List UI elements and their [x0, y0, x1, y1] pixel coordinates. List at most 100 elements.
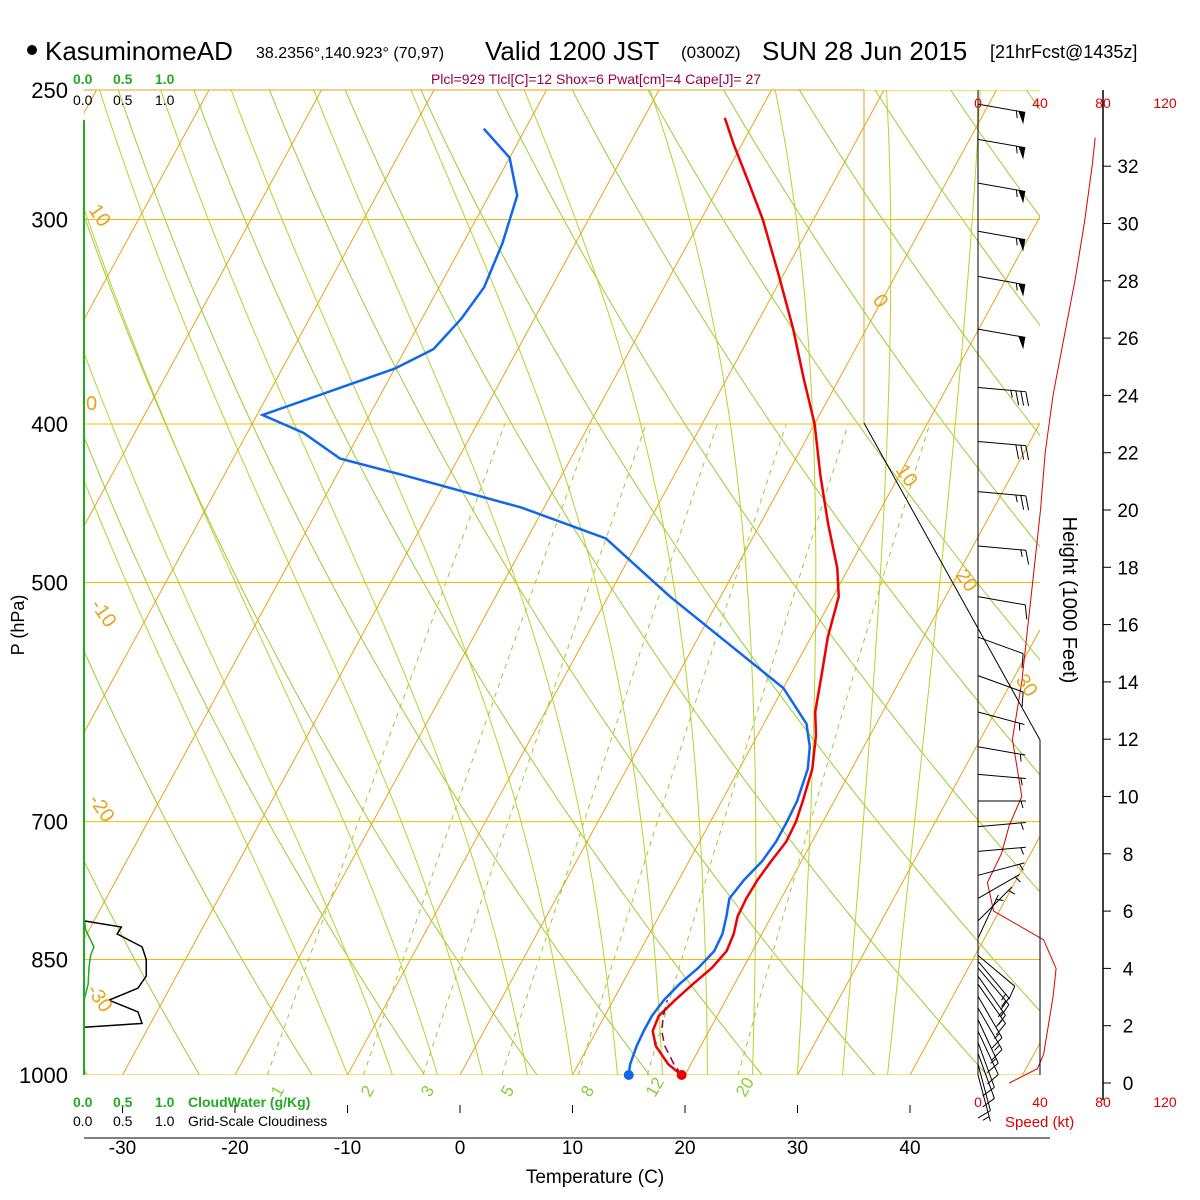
height-tick-label: 2	[1123, 1017, 1134, 1038]
moist-adiabat	[842, 90, 892, 1075]
cloudiness-label: Grid-Scale Cloudiness	[188, 1113, 327, 1129]
wind-barb	[977, 491, 1030, 511]
wind-barb-full	[1025, 550, 1030, 565]
wind-barb-half	[1020, 822, 1024, 830]
height-tick-label: 30	[1117, 215, 1138, 236]
wind-barb-full	[1021, 691, 1024, 707]
wind-barb-staff	[977, 138, 1026, 149]
speed-scale-bottom-2: 80	[1095, 1094, 1111, 1110]
wind-barb-full	[986, 1062, 999, 1074]
wind-barb-staff	[977, 1019, 999, 1064]
wind-barb-staff	[977, 1074, 991, 1122]
height-tick-label: 10	[1117, 788, 1138, 809]
wind-barb-half	[1015, 494, 1018, 503]
wind-barb-half	[996, 898, 1004, 901]
wind-barb-flag	[1018, 190, 1026, 204]
wind-barb-full	[1000, 1004, 1010, 1017]
wind-barb	[977, 746, 1026, 762]
wind-barb-full	[982, 1086, 995, 1097]
wind-barb-half	[1019, 754, 1022, 762]
wind-barb-full	[1025, 445, 1030, 461]
dry-adiabat	[647, 90, 1040, 661]
wind-barb-full	[1015, 390, 1020, 406]
surface-temperature-point	[676, 1070, 687, 1080]
wind-barb	[977, 846, 1026, 855]
height-tick-label: 14	[1117, 673, 1139, 694]
wind-barb	[977, 328, 1026, 350]
wind-barb-flag	[1018, 146, 1026, 160]
isotherm-label: 10	[891, 460, 922, 491]
wind-barb-staff	[977, 983, 1006, 1024]
isotherm	[84, 90, 322, 528]
dry-adiabat	[1178, 90, 1200, 1075]
temperature-tick-label: -30	[109, 1138, 136, 1159]
wind-barb	[977, 711, 1025, 731]
wind-barb-staff	[977, 995, 1003, 1038]
wind-barb-half	[1001, 1000, 1007, 1008]
mixing-ratio-label: 5	[497, 1082, 518, 1100]
wind-barb-half	[1020, 778, 1023, 786]
wind-barb-staff	[977, 328, 1026, 338]
isotherm-label: 10	[84, 200, 115, 231]
wind-barb-full	[982, 1098, 995, 1108]
wind-barb	[977, 1074, 991, 1122]
dewpoint-line	[259, 127, 812, 1076]
dry-adiabat	[344, 90, 988, 1075]
cloudiness-line	[83, 920, 147, 1028]
surface-dewpoint-point	[623, 1070, 634, 1080]
cloud-scale-top-green-1: 0.5	[113, 71, 133, 87]
wind-barb-flag	[1018, 283, 1026, 297]
wind-barb-staff	[977, 636, 1024, 655]
wind-barb-full	[1000, 997, 1010, 1011]
wind-barb-full	[986, 1074, 999, 1085]
temperature-tick-label: 40	[899, 1138, 920, 1159]
height-tick-label: 20	[1117, 501, 1138, 522]
wind-barb	[977, 886, 1016, 922]
isotherm	[909, 835, 1040, 1075]
height-axis-title: Height (1000 Feet)	[1058, 517, 1080, 684]
moist-adiabat	[410, 90, 663, 1075]
pressure-tick-label: 300	[31, 208, 68, 233]
height-tick-label: 16	[1117, 616, 1138, 637]
pressure-tick-label: 250	[31, 78, 68, 103]
dry-adiabat	[496, 90, 1040, 893]
dry-adiabat	[84, 213, 538, 1075]
wind-barb	[977, 773, 1026, 786]
wind-barb	[977, 636, 1024, 669]
moist-adiabat	[160, 90, 528, 1075]
cloud-scale-bottom-green-0: 0.0	[73, 1094, 93, 1110]
moist-adiabat	[99, 90, 483, 1075]
cloud-scale-top-black-0: 0.0	[73, 92, 93, 108]
cloud-scale-bottom-green-1: 0.5	[113, 1094, 133, 1110]
dry-adiabat	[1102, 90, 1200, 1075]
wind-barb-full	[991, 1037, 1003, 1049]
temperature-tick-label: 20	[674, 1138, 695, 1159]
wind-barb-full	[977, 1110, 991, 1119]
mixing-ratio-label: 2	[357, 1082, 378, 1100]
temperature-tick-label: 0	[455, 1138, 466, 1159]
wind-barb-half	[1010, 390, 1013, 398]
pressure-tick-label: 700	[31, 810, 68, 835]
wind-barb	[978, 800, 1026, 809]
wind-barb-staff	[977, 960, 1010, 999]
wind-barb-staff	[977, 773, 1026, 780]
speed-scale-top-3: 120	[1153, 95, 1177, 111]
cloud-scale-top-black-1: 0.5	[113, 92, 133, 108]
wind-barb-staff	[977, 862, 1025, 876]
height-tick-label: 32	[1117, 157, 1138, 178]
wind-barb-half	[1020, 549, 1023, 558]
speed-scale-bottom-1: 40	[1032, 1094, 1048, 1110]
stability-indices: Plcl=929 Tlcl[C]=12 Shox=6 Pwat[cm]=4 Ca…	[431, 71, 761, 87]
isotherm-label: -10	[86, 595, 121, 631]
pressure-tick-label: 850	[31, 948, 68, 973]
wind-barb-full	[1020, 445, 1025, 460]
isotherm-label: 0	[868, 290, 892, 312]
temperature-tick-label: -20	[221, 1138, 248, 1159]
wind-barb-full	[1020, 495, 1025, 510]
wind-barb	[977, 954, 1016, 1000]
wind-barb-half	[1015, 110, 1018, 119]
wind-barb-staff	[977, 846, 1026, 852]
wind-barb-half	[1020, 847, 1024, 855]
wind-barb	[977, 821, 1026, 830]
